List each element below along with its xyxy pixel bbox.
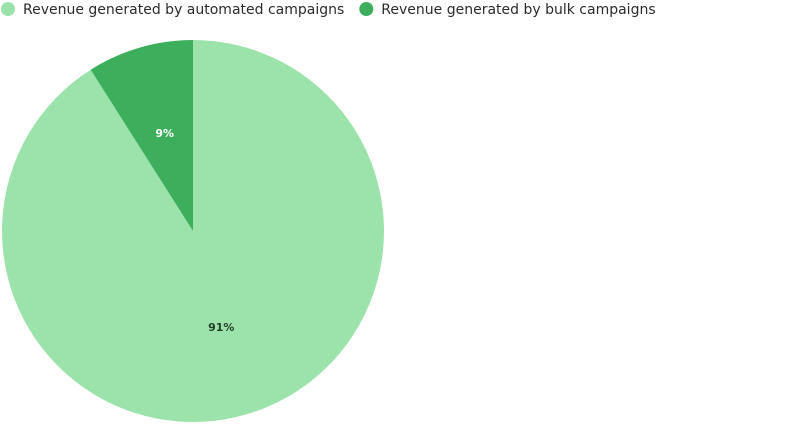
pie-slice <box>1 40 385 422</box>
slice-label: 9% <box>155 127 174 140</box>
legend: Revenue generated by automated campaigns… <box>1 2 656 18</box>
legend-label: Revenue generated by bulk campaigns <box>381 2 655 18</box>
legend-swatch <box>359 2 374 16</box>
legend-swatch <box>1 2 15 16</box>
pie: 91% 9% <box>1 40 385 422</box>
slice-label: 91% <box>208 321 234 334</box>
legend-label: Revenue generated by automated campaigns <box>23 2 344 18</box>
pie-slice <box>90 40 193 231</box>
